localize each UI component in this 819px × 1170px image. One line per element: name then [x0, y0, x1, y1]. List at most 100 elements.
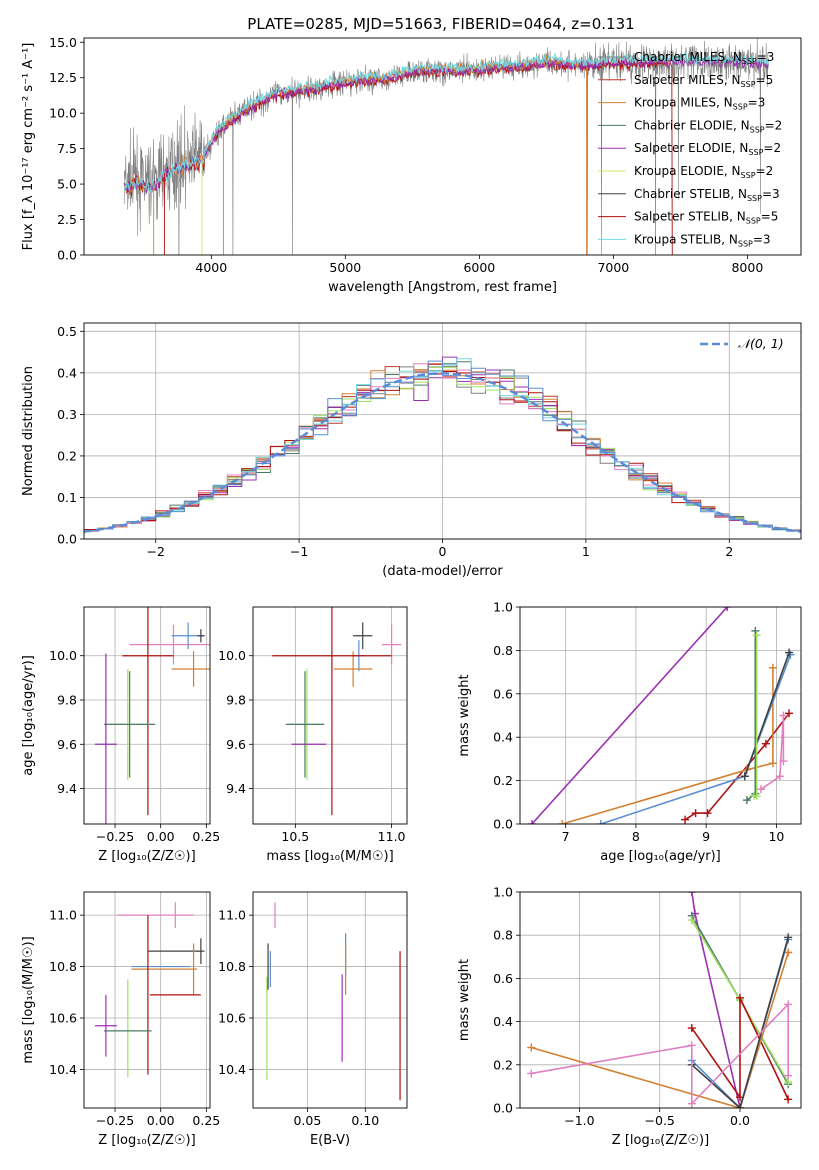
- x-tick-label: −1.0: [564, 1113, 594, 1128]
- x-tick-label: 4000: [195, 260, 227, 275]
- weight-series-line: [760, 715, 785, 790]
- y-axis-label: Flux [f_λ 10⁻¹⁷ erg cm⁻² s⁻¹ A⁻¹]: [21, 43, 36, 251]
- weight-marker: [681, 815, 690, 824]
- legend-entry: Chabrier ELODIE, NSSP=2: [634, 118, 782, 134]
- legend-entry: Chabrier STELIB, NSSP=3: [634, 187, 780, 203]
- y-tick-label: 0.4: [57, 365, 77, 380]
- legend-entry: Chabrier MILES, NSSP=3: [634, 50, 774, 66]
- x-tick-label: 0.10: [351, 1113, 379, 1128]
- x-tick-label: −0.25: [96, 829, 134, 844]
- legend-entry: Salpeter ELODIE, NSSP=2: [634, 141, 781, 157]
- spectrum-legend: Chabrier MILES, NSSP=3 Salpeter MILES, NS…: [598, 50, 782, 248]
- age-vs-mass-axes: 10.5 11.0 9.4 9.6 9.8 10.0: [218, 607, 407, 844]
- x-axis-label: mass [log₁₀(M/M☉)]: [266, 849, 393, 864]
- x-tick-label: 0.0: [730, 1113, 750, 1128]
- x-tick-label: 0.25: [192, 1113, 220, 1128]
- weight-marker: [703, 809, 712, 818]
- y-tick-label: 12.5: [49, 70, 77, 85]
- x-tick-label: 0: [439, 544, 447, 559]
- y-tick-label: 0.2: [493, 773, 513, 788]
- weight-marker: [768, 759, 777, 768]
- y-axis-label: Normed distribution: [21, 366, 36, 496]
- y-axis-label: mass weight: [457, 959, 472, 1041]
- weight-marker: [687, 892, 696, 896]
- x-axis-label: wavelength [Angstrom, rest frame]: [328, 280, 557, 295]
- mass-vs-ebv-plot: [266, 902, 401, 1101]
- y-tick-label: 0.0: [493, 817, 513, 832]
- weight-series-line: [691, 892, 741, 1108]
- errorbar-point: [272, 607, 392, 816]
- x-tick-label: 0.00: [147, 1113, 175, 1128]
- weight-marker: [785, 709, 794, 718]
- errorbar-point: [104, 671, 156, 778]
- age-vs-z-plot: [94, 607, 210, 824]
- x-tick-label: 11.0: [378, 829, 406, 844]
- mass-vs-z-frame: [83, 891, 211, 1109]
- y-tick-label: 10.4: [49, 1062, 77, 1077]
- y-tick-label: 0.6: [493, 686, 513, 701]
- weight-series-line: [746, 630, 757, 801]
- weight-vs-z-frame: [519, 891, 802, 1109]
- age-vs-z-frame: [83, 606, 211, 825]
- figure-title: PLATE=0285, MJD=51663, FIBERID=0464, z=0…: [247, 15, 634, 33]
- weight-series-line: [531, 607, 728, 824]
- y-axis-label: age [log₁₀(age/yr)]: [21, 655, 36, 776]
- y-tick-label: 10.0: [218, 648, 246, 663]
- y-tick-label: 1.0: [493, 885, 513, 900]
- y-tick-label: 0.0: [57, 248, 77, 263]
- errorbar-point: [189, 943, 198, 995]
- mass-vs-ebv-frame: [252, 891, 408, 1109]
- x-tick-label: 8000: [731, 260, 763, 275]
- legend-entry: Kroupa ELODIE, NSSP=2: [634, 164, 773, 180]
- y-tick-label: 2.5: [57, 212, 77, 227]
- weight-vs-age-frame: [519, 606, 802, 825]
- x-axis-label: Z [log₁₀(Z/Z☉)]: [98, 1133, 195, 1148]
- x-axis-label: E(B-V): [310, 1133, 350, 1148]
- weight-marker: [756, 785, 765, 794]
- age-vs-mass-frame: [252, 606, 408, 825]
- weight-marker: [735, 993, 744, 1002]
- weight-marker: [752, 791, 761, 800]
- errorbar-point: [94, 653, 117, 824]
- x-tick-label: 1: [582, 544, 590, 559]
- weight-marker: [527, 1043, 536, 1052]
- legend-entry: 𝒩(0, 1): [738, 336, 784, 351]
- normal-curve-line: [84, 372, 801, 533]
- y-tick-label: 1.0: [493, 600, 513, 615]
- y-tick-label: 0.5: [57, 324, 77, 339]
- y-tick-label: 0.4: [493, 730, 513, 745]
- weight-series-line: [530, 952, 789, 1108]
- weight-marker: [691, 809, 700, 818]
- errorbar-point: [333, 651, 373, 687]
- weight-series-line: [691, 997, 789, 1100]
- x-tick-label: −2: [146, 544, 164, 559]
- errorbar-point: [353, 622, 373, 650]
- weight-marker: [735, 1104, 744, 1108]
- x-tick-label: 8: [632, 829, 640, 844]
- x-tick-label: 7: [562, 829, 570, 844]
- weight-marker: [784, 1000, 793, 1009]
- y-tick-label: 9.4: [57, 781, 77, 796]
- x-tick-label: 7000: [597, 260, 629, 275]
- spectrum-model-line: [123, 56, 673, 255]
- legend-entry: Salpeter MILES, NSSP=5: [634, 73, 773, 89]
- spectrum-model-line: [123, 53, 588, 255]
- mass-vs-z-plot: [94, 902, 205, 1078]
- x-tick-label: 0.00: [147, 829, 175, 844]
- errorbar-point: [285, 671, 325, 778]
- weight-marker: [723, 607, 732, 611]
- y-tick-label: 10.6: [49, 1011, 77, 1026]
- x-tick-label: −0.5: [645, 1113, 675, 1128]
- errorbar-point: [171, 651, 210, 687]
- hist-plot: [84, 356, 801, 534]
- spectrum-frame: [83, 37, 802, 256]
- y-tick-label: 9.4: [226, 781, 246, 796]
- weight-marker: [742, 796, 751, 805]
- residual-hist-frame: [83, 322, 802, 540]
- y-tick-label: 10.0: [49, 106, 77, 121]
- y-tick-label: 0.2: [493, 1057, 513, 1072]
- age-vs-mass-plot: [272, 607, 402, 816]
- legend-entry: Kroupa MILES, NSSP=3: [634, 96, 765, 112]
- weight-series-line: [744, 652, 790, 777]
